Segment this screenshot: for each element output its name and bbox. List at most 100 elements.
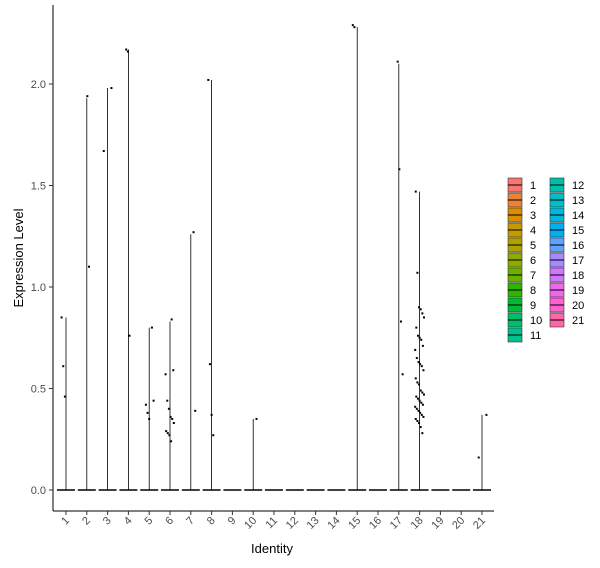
data-point	[166, 432, 169, 435]
data-point	[421, 391, 424, 394]
data-point	[415, 326, 418, 329]
data-point	[171, 417, 174, 420]
data-point	[415, 395, 418, 398]
legend-label-6: 6	[530, 255, 536, 267]
x-tick-label: 14	[325, 515, 342, 532]
x-tick-label: 18	[409, 515, 426, 532]
data-point	[207, 78, 210, 81]
data-point	[477, 456, 480, 459]
x-tick-label: 5	[143, 515, 156, 528]
legend-label-20: 20	[572, 300, 584, 312]
data-point	[60, 316, 63, 319]
data-point	[414, 417, 417, 420]
data-point	[172, 422, 175, 425]
legend-label-7: 7	[530, 270, 536, 282]
data-point	[401, 373, 404, 376]
data-point	[419, 411, 422, 414]
data-point	[168, 434, 171, 437]
data-point	[170, 440, 173, 443]
data-point	[166, 399, 169, 402]
axes	[52, 5, 494, 512]
legend-label-19: 19	[572, 285, 584, 297]
data-point	[146, 411, 149, 414]
x-tick-label: 4	[122, 515, 135, 528]
data-point	[170, 318, 173, 321]
data-point	[165, 430, 168, 433]
data-point	[62, 365, 65, 368]
data-point	[125, 48, 128, 51]
data-point	[416, 334, 419, 337]
x-tick-label: 10	[242, 515, 259, 532]
data-point	[126, 50, 129, 53]
y-ticks: 0.0 0.5 1.0 1.5 2.0	[31, 79, 53, 497]
data-point	[419, 363, 422, 366]
data-point	[414, 348, 417, 351]
data-point	[169, 415, 172, 418]
data-point	[167, 407, 170, 410]
x-tick-label: 3	[101, 515, 114, 528]
violin-layer	[57, 27, 491, 491]
legend-label-12: 12	[572, 180, 584, 192]
data-point	[422, 415, 425, 418]
data-point	[415, 407, 418, 410]
data-point	[102, 149, 105, 152]
jitter-points-layer	[60, 24, 488, 459]
x-tick-label: 12	[284, 515, 301, 532]
legend-label-21: 21	[572, 315, 584, 327]
y-tick-label: 2.0	[31, 79, 46, 91]
y-tick-label: 0.0	[31, 485, 46, 497]
data-point	[351, 24, 354, 27]
data-point	[416, 397, 419, 400]
x-tick-label: 9	[226, 515, 239, 528]
data-point	[418, 422, 421, 425]
data-point	[63, 395, 66, 398]
legend-label-4: 4	[530, 225, 536, 237]
data-point	[422, 369, 425, 372]
data-point	[194, 409, 197, 412]
data-point	[255, 417, 258, 420]
legend-label-1: 1	[530, 180, 536, 192]
data-point	[416, 271, 419, 274]
data-point	[420, 413, 423, 416]
x-tick-label: 15	[346, 515, 363, 532]
data-point	[353, 26, 356, 29]
data-point	[419, 426, 422, 429]
legend-label-18: 18	[572, 270, 584, 282]
x-tick-label: 17	[388, 515, 405, 532]
legend-label-8: 8	[530, 285, 536, 297]
data-point	[421, 432, 424, 435]
legend-label-10: 10	[530, 315, 542, 327]
data-point	[148, 417, 151, 420]
data-point	[210, 413, 213, 416]
x-tick-label: 13	[305, 515, 322, 532]
data-point	[415, 357, 418, 360]
data-point	[421, 344, 424, 347]
x-axis-title: Identity	[251, 541, 293, 556]
legend-label-2: 2	[530, 195, 536, 207]
data-point	[420, 365, 423, 368]
data-point	[418, 399, 421, 402]
data-point	[417, 409, 420, 412]
data-point	[423, 393, 425, 396]
data-point	[416, 381, 419, 384]
data-point	[421, 403, 424, 406]
data-point	[86, 95, 89, 98]
data-point	[419, 308, 422, 311]
data-point	[212, 434, 215, 437]
x-tick-label: 11	[264, 515, 281, 532]
data-point	[485, 413, 488, 416]
legend-label-5: 5	[530, 240, 536, 252]
x-tick-label: 8	[205, 515, 218, 528]
data-point	[208, 363, 211, 366]
data-point	[414, 405, 417, 408]
x-tick-label: 7	[184, 515, 197, 528]
legend-label-13: 13	[572, 195, 584, 207]
x-tick-label: 6	[163, 515, 176, 528]
y-tick-label: 1.5	[31, 181, 46, 193]
data-point	[144, 403, 147, 406]
data-point	[420, 401, 423, 404]
x-tick-label: 21	[471, 515, 488, 532]
data-point	[421, 312, 424, 315]
y-axis-title: Expression Level	[11, 208, 26, 307]
